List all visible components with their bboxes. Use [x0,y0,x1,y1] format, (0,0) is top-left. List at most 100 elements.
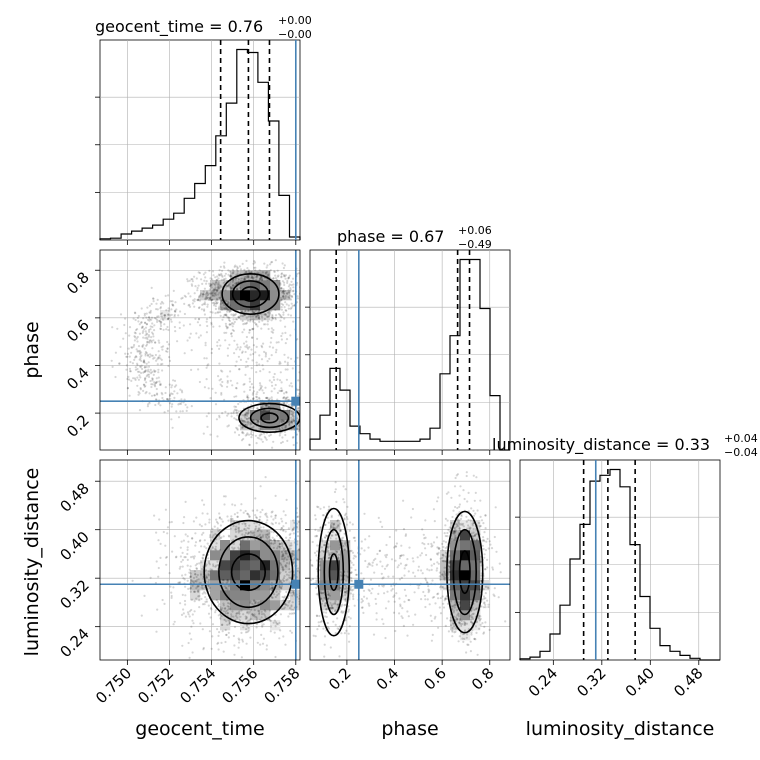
panel-phase-vs-luminosity-distance-sample-point [444,524,447,527]
panel-geocent-time-vs-luminosity-distance-density-cell [190,590,201,601]
panel-geocent-time-vs-phase-sample-point [297,394,300,397]
panel-phase-vs-luminosity-distance-sample-point [458,527,461,530]
panel-phase-vs-luminosity-distance-sample-point [337,514,340,517]
panel-geocent-time-vs-phase-sample-point [305,412,307,414]
panel-phase-vs-luminosity-distance-sample-point [384,607,388,610]
panel-geocent-time-vs-phase-sample-point [229,274,232,277]
panel-geocent-time-vs-luminosity-distance-sample-point [292,608,295,611]
panel-geocent-time-vs-phase-sample-point [245,270,248,273]
panel-phase-vs-luminosity-distance-sample-point [330,525,333,528]
panel-geocent-time-vs-phase-sample-point [205,292,208,295]
panel-geocent-time-vs-phase-sample-point [143,370,146,373]
panel-phase-vs-luminosity-distance-sample-point [464,623,467,626]
panel-geocent-time-vs-luminosity-distance-density-cell [240,570,251,581]
panel-geocent-time-vs-phase-sample-point [218,414,221,417]
panel-geocent-time-vs-phase-sample-point [146,405,149,408]
panel-geocent-time-vs-phase-sample-point [205,415,208,418]
panel-geocent-time-vs-luminosity-distance-sample-point [282,560,285,563]
panel-phase-vs-luminosity-distance-density-cell [330,580,341,591]
panel-geocent-time-vs-luminosity-distance-sample-point [191,613,194,616]
panel-geocent-time-vs-luminosity-distance-sample-point [246,532,249,536]
panel-geocent-time-vs-luminosity-distance-density-cell [240,560,251,571]
panel-geocent-time-vs-luminosity-distance-sample-point [301,536,303,538]
panel-geocent-time-vs-phase-sample-point [280,287,283,290]
panel-geocent-time-vs-phase-sample-point [273,378,276,381]
panel-phase-vs-luminosity-distance-sample-point [332,526,335,529]
panel-geocent-time-vs-phase-sample-point [245,418,248,421]
panel-geocent-time-vs-luminosity-distance-sample-point [219,606,222,609]
panel-geocent-time-vs-phase-sample-point [304,310,306,312]
panel-phase-vs-luminosity-distance-sample-point [460,522,463,525]
panel-geocent-time-vs-phase-sample-point [154,382,157,385]
panel-geocent-time-vs-phase-sample-point [256,436,259,439]
panel-geocent-time-vs-phase-sample-point [204,303,207,306]
panel-phase-vs-luminosity-distance-sample-point [459,517,463,521]
panel-geocent-time-vs-phase-sample-point [140,351,143,354]
panel-phase-vs-luminosity-distance-sample-point [453,526,456,529]
panel-geocent-time-vs-luminosity-distance-sample-point [254,514,257,517]
panel-phase-vs-luminosity-distance-sample-point [470,621,473,624]
panel-geocent-time-vs-phase-density-cell [270,420,281,431]
panel-geocent-time-vs-luminosity-distance-sample-point [175,555,178,558]
panel-geocent-time-vs-phase-sample-point [251,359,254,362]
panel-phase-vs-luminosity-distance-sample-point [479,560,482,563]
panel-phase-vs-luminosity-distance-sample-point [479,499,482,502]
panel-geocent-time-vs-phase-sample-point [262,391,265,395]
panel-geocent-time-vs-phase-sample-point [210,284,213,287]
panel-geocent-time-vs-phase-sample-point [126,355,129,358]
panel-geocent-time-vs-phase-sample-point [198,380,201,384]
title-phase-upper: +0.06 [458,224,492,237]
panel-geocent-time-vs-luminosity-distance-sample-point [280,564,283,567]
panel-geocent-time-vs-phase-sample-point [217,286,220,289]
panel-geocent-time-vs-phase-sample-point [226,414,229,417]
panel-phase-vs-luminosity-distance-sample-point [470,532,473,535]
panel-geocent-time-vs-phase-sample-point [245,275,248,278]
panel-phase-vs-luminosity-distance-sample-point [451,608,454,611]
panel-phase-vs-luminosity-distance-sample-point [491,566,494,569]
panel-geocent-time-vs-phase-sample-point [259,275,262,278]
panel-geocent-time-vs-phase-sample-point [289,307,292,310]
panel-geocent-time-vs-phase-sample-point [171,384,174,387]
panel-geocent-time-vs-phase-sample-point [203,357,206,360]
panel-geocent-time-vs-phase-sample-point [236,382,239,385]
panel-phase-vs-luminosity-distance-sample-point [328,594,331,597]
panel-geocent-time-vs-phase-sample-point [188,279,191,282]
panel-geocent-time-vs-luminosity-distance-sample-point [258,601,261,604]
panel-geocent-time-vs-phase-sample-point [133,311,137,314]
panel-geocent-time-vs-luminosity-distance-sample-point [288,612,291,615]
panel-geocent-time-vs-phase-density-cell [240,300,251,311]
panel-phase-vs-luminosity-distance-sample-point [499,571,502,574]
panel-phase-vs-luminosity-distance-sample-point [337,558,341,561]
panel-phase-vs-luminosity-distance-sample-point [486,599,489,602]
panel-phase-vs-luminosity-distance-sample-point [343,591,346,594]
panel-phase-vs-luminosity-distance-sample-point [453,530,456,533]
panel-phase-vs-luminosity-distance-sample-point [453,631,456,634]
panel-geocent-time-vs-luminosity-distance-sample-point [186,548,189,552]
panel-geocent-time-vs-luminosity-distance-sample-point [271,596,274,599]
panel-geocent-time-vs-phase-sample-point [234,318,237,321]
panel-geocent-time-vs-luminosity-distance-sample-point [186,535,189,538]
panel-phase-vs-luminosity-distance-sample-point [406,610,409,613]
panel-geocent-time-vs-luminosity-distance-sample-point [279,543,282,546]
panel-geocent-time-vs-luminosity-distance-sample-point [260,616,263,619]
panel-geocent-time-vs-phase-sample-point [355,363,357,365]
panel-geocent-time-vs-phase-sample-point [256,337,259,340]
panel-geocent-time-vs-phase-sample-point [164,386,167,389]
panel-geocent-time-vs-phase-sample-point [257,271,260,274]
panel-phase-vs-luminosity-distance-sample-point [328,556,331,559]
panel-geocent-time-vs-luminosity-distance-sample-point [237,611,240,615]
panel-phase-vs-luminosity-distance-sample-point [424,598,427,601]
panel-geocent-time-vs-luminosity-distance-sample-point [195,516,198,519]
xlabel-luminosity-distance: luminosity_distance [526,718,715,740]
panel-geocent-time-vs-phase-sample-point [220,285,223,288]
panel-phase-vs-luminosity-distance-sample-point [319,507,322,510]
xlabel-geocent-time: geocent_time [135,718,264,740]
panel-geocent-time-vs-phase-sample-point [169,397,172,400]
panel-geocent-time-vs-luminosity-distance-sample-point [303,563,305,565]
panel-geocent-time-vs-phase-sample-point [233,405,236,408]
panel-geocent-time-vs-phase-sample-point [217,273,220,276]
panel-geocent-time-vs-phase-sample-point [156,308,159,311]
panel-phase-vs-luminosity-distance-sample-point [316,544,319,547]
panel-geocent-time-vs-phase-sample-point [280,275,283,278]
panel-phase-vs-luminosity-distance-sample-point [452,611,455,614]
